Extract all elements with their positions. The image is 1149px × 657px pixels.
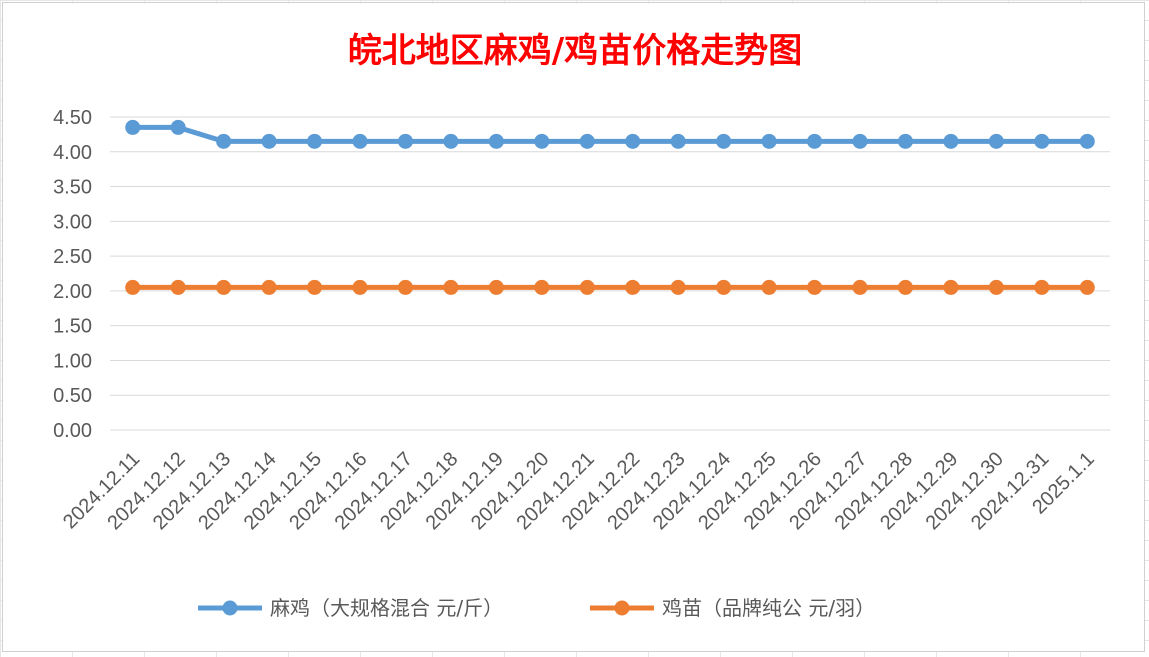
data-point bbox=[397, 279, 413, 295]
data-point bbox=[216, 133, 232, 149]
data-point bbox=[1034, 279, 1050, 295]
data-point bbox=[170, 279, 186, 295]
data-point bbox=[988, 133, 1004, 149]
data-point bbox=[988, 279, 1004, 295]
y-tick-label: 4.50 bbox=[53, 107, 92, 129]
data-point bbox=[670, 133, 686, 149]
y-axis: 0.00 0.50 1.00 1.50 2.00 2.50 3.00 3.50 4.00 4.50 bbox=[53, 107, 92, 442]
data-point bbox=[534, 133, 550, 149]
y-tick-label: 3.00 bbox=[53, 211, 92, 233]
legend-label: 鸡苗（品牌纯公 元/羽） bbox=[662, 596, 875, 620]
gridlines bbox=[110, 116, 1110, 431]
data-point bbox=[716, 279, 732, 295]
data-point bbox=[307, 133, 323, 149]
y-tick-label: 2.00 bbox=[53, 281, 92, 303]
data-point bbox=[761, 133, 777, 149]
y-tick-label: 0.50 bbox=[53, 385, 92, 407]
data-point bbox=[443, 279, 459, 295]
data-point bbox=[488, 133, 504, 149]
y-tick-label: 0.00 bbox=[53, 420, 92, 442]
data-point bbox=[170, 119, 186, 135]
data-point bbox=[807, 279, 823, 295]
series-group bbox=[125, 119, 1095, 295]
data-point bbox=[261, 279, 277, 295]
data-point bbox=[1034, 133, 1050, 149]
data-point bbox=[943, 279, 959, 295]
data-point bbox=[216, 279, 232, 295]
x-axis: 2024.12.112024.12.122024.12.132024.12.14… bbox=[59, 448, 1099, 534]
legend-swatch-marker bbox=[222, 600, 238, 616]
data-point bbox=[1079, 279, 1095, 295]
legend-item: 麻鸡（大规格混合 元/斤） bbox=[198, 596, 503, 620]
data-point bbox=[579, 279, 595, 295]
data-point bbox=[261, 133, 277, 149]
legend-swatch-marker bbox=[614, 600, 630, 616]
legend-item: 鸡苗（品牌纯公 元/羽） bbox=[590, 596, 875, 620]
data-point bbox=[352, 279, 368, 295]
series-2 bbox=[125, 279, 1095, 295]
legend: 麻鸡（大规格混合 元/斤） 鸡苗（品牌纯公 元/羽） bbox=[198, 596, 875, 620]
data-point bbox=[852, 133, 868, 149]
legend-label: 麻鸡（大规格混合 元/斤） bbox=[270, 596, 503, 620]
chart-title: 皖北地区麻鸡/鸡苗价格走势图 bbox=[348, 31, 802, 71]
data-point bbox=[579, 133, 595, 149]
data-point bbox=[125, 279, 141, 295]
data-point bbox=[897, 133, 913, 149]
data-point bbox=[125, 119, 141, 135]
series-1 bbox=[125, 119, 1095, 149]
y-tick-label: 3.50 bbox=[53, 177, 92, 199]
data-point bbox=[488, 279, 504, 295]
data-point bbox=[897, 279, 913, 295]
data-point bbox=[943, 133, 959, 149]
data-point bbox=[534, 279, 550, 295]
data-point bbox=[670, 279, 686, 295]
y-tick-label: 4.00 bbox=[53, 142, 92, 164]
data-point bbox=[443, 133, 459, 149]
y-tick-label: 2.50 bbox=[53, 246, 92, 268]
data-point bbox=[852, 279, 868, 295]
series-line bbox=[132, 124, 1088, 144]
data-point bbox=[1079, 133, 1095, 149]
data-point bbox=[807, 133, 823, 149]
data-point bbox=[625, 279, 641, 295]
data-point bbox=[397, 133, 413, 149]
data-point bbox=[307, 279, 323, 295]
y-tick-label: 1.50 bbox=[53, 316, 92, 338]
y-tick-label: 1.00 bbox=[53, 350, 92, 372]
data-point bbox=[716, 133, 732, 149]
data-point bbox=[625, 133, 641, 149]
data-point bbox=[761, 279, 777, 295]
data-point bbox=[352, 133, 368, 149]
